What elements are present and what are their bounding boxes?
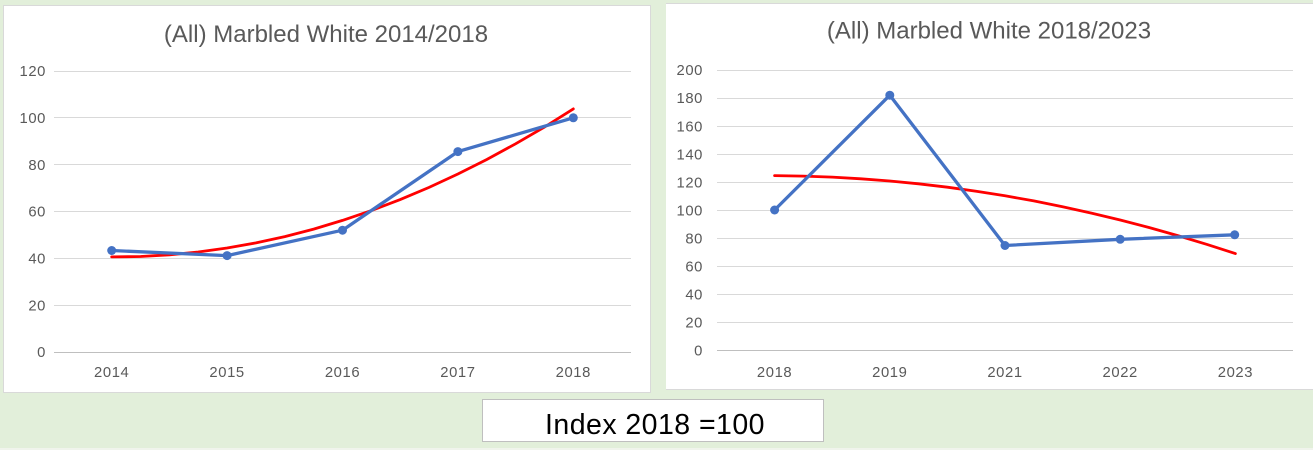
svg-text:120: 120 (20, 64, 47, 80)
svg-text:140: 140 (677, 147, 704, 163)
svg-text:2016: 2016 (325, 365, 360, 381)
svg-text:40: 40 (28, 252, 46, 268)
svg-text:200: 200 (677, 63, 704, 79)
svg-text:2019: 2019 (872, 365, 907, 381)
svg-text:100: 100 (677, 203, 704, 219)
svg-text:100: 100 (20, 111, 47, 127)
svg-text:20: 20 (28, 298, 46, 314)
svg-text:2018: 2018 (556, 365, 591, 381)
svg-text:2017: 2017 (440, 365, 475, 381)
svg-text:60: 60 (685, 260, 703, 276)
svg-text:120: 120 (677, 175, 704, 191)
svg-text:0: 0 (37, 345, 46, 361)
svg-text:60: 60 (28, 205, 46, 221)
svg-text:20: 20 (685, 316, 703, 332)
svg-text:80: 80 (28, 158, 46, 174)
svg-text:(All) Marbled White 2014/2018: (All) Marbled White 2014/2018 (164, 21, 488, 48)
svg-text:40: 40 (685, 288, 703, 304)
svg-text:2015: 2015 (209, 365, 244, 381)
svg-text:(All) Marbled White 2018/2023: (All) Marbled White 2018/2023 (827, 18, 1151, 45)
svg-text:0: 0 (694, 344, 703, 360)
svg-text:2021: 2021 (987, 365, 1022, 381)
svg-text:2022: 2022 (1103, 365, 1138, 381)
svg-text:2023: 2023 (1218, 365, 1253, 381)
svg-text:180: 180 (677, 91, 704, 107)
svg-text:160: 160 (677, 119, 704, 135)
svg-text:2018: 2018 (757, 365, 792, 381)
svg-text:80: 80 (685, 232, 703, 248)
svg-text:2014: 2014 (94, 365, 129, 381)
